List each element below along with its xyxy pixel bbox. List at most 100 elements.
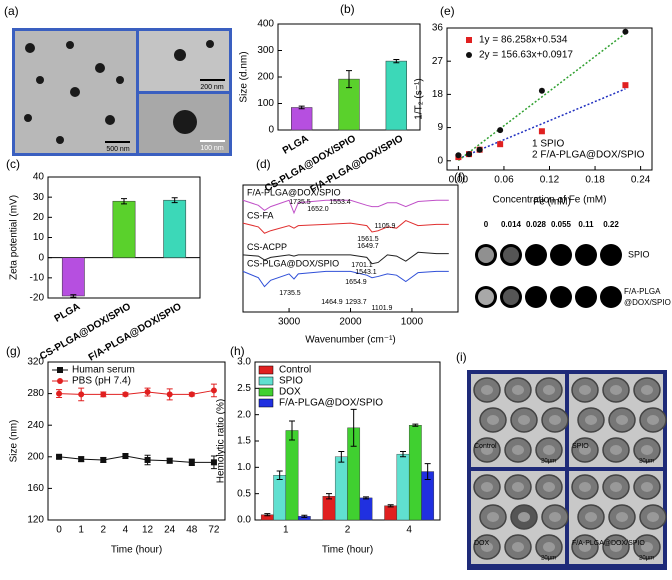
- y-tick-label: 280: [27, 388, 44, 399]
- legend-label: DOX: [279, 387, 301, 398]
- y-tick-label: 0.0: [237, 515, 251, 526]
- legend-label: SPIO: [279, 376, 303, 387]
- y-tick-label: 0: [38, 252, 44, 263]
- nanoparticle: [105, 115, 115, 125]
- legend-swatch: [258, 398, 274, 408]
- cell-center: [518, 512, 530, 522]
- concentration: 0.028: [526, 220, 547, 229]
- fit-line: [457, 32, 626, 162]
- scale-label: 100 nm: [200, 145, 224, 152]
- bar: [396, 453, 410, 521]
- bar: [285, 430, 299, 521]
- concentration: 0.11: [578, 220, 594, 229]
- y-tick-label: 300: [257, 45, 274, 56]
- bar: [273, 475, 287, 521]
- error-bar: [264, 513, 271, 517]
- x-axis-label: Time (hour): [322, 545, 373, 556]
- micro-label: Control: [474, 443, 497, 450]
- row-label: @DOX/SPIO: [624, 298, 671, 307]
- cell-center: [610, 482, 622, 492]
- cell-center: [512, 385, 524, 395]
- y-tick-label: 200: [27, 451, 44, 462]
- x-tick-label: 1: [78, 525, 84, 536]
- y-axis-label: Hemolytic ratio (%): [216, 399, 227, 483]
- x-tick-label: 0.24: [631, 175, 651, 186]
- concentration: 0.014: [501, 220, 522, 229]
- spectrum: [242, 251, 449, 265]
- marker: [78, 456, 85, 463]
- bar: [61, 257, 85, 297]
- cell-center: [647, 415, 659, 425]
- mri-well: [525, 286, 547, 308]
- cell-center: [616, 512, 628, 522]
- bar: [385, 60, 407, 131]
- legend-label: 1y = 86.258x+0.534: [479, 35, 568, 46]
- marker: [166, 457, 173, 464]
- annotation: 1654.9: [345, 279, 367, 286]
- marker: [622, 28, 629, 35]
- concentration: 0: [484, 220, 489, 229]
- marker: [78, 391, 85, 398]
- bar: [408, 425, 422, 521]
- legend-label: Control: [279, 365, 311, 376]
- annotation: 1701.1: [351, 262, 373, 269]
- x-tick-label: CS-PLGA@DOX/SPIO: [38, 301, 133, 362]
- error-bar: [424, 463, 431, 480]
- mri-well: [525, 244, 547, 266]
- annotation: 1649.7: [357, 243, 379, 250]
- bar: [359, 497, 373, 521]
- spectrum: [242, 219, 449, 234]
- x-tick-label: PLGA: [281, 133, 311, 156]
- x-tick-label: 24: [164, 525, 176, 536]
- micro-scale: 20μm: [639, 459, 654, 465]
- cell-center: [512, 482, 524, 492]
- series-label: CS-PLGA@DOX/SPIO: [247, 259, 339, 269]
- y-tick-label: 0.5: [237, 488, 251, 499]
- nanoparticle: [36, 76, 44, 84]
- y-tick-label: 20: [33, 212, 45, 223]
- marker: [122, 391, 129, 398]
- marker: [100, 391, 107, 398]
- x-tick-label: 3000: [278, 317, 301, 328]
- marker: [466, 151, 473, 158]
- bar: [334, 456, 348, 521]
- annotation: 1561.5: [357, 236, 379, 243]
- y-tick-label: 9: [437, 122, 443, 133]
- micro-scale: 20μm: [541, 459, 556, 465]
- y-tick-label: 100: [257, 98, 274, 109]
- x-tick-label: 72: [208, 525, 220, 536]
- mri-well: [550, 286, 572, 308]
- marker: [57, 367, 63, 373]
- legend-swatch: [258, 376, 274, 386]
- y-tick-label: 3.0: [237, 357, 251, 368]
- marker: [188, 459, 195, 466]
- marker: [122, 453, 129, 460]
- error-bar: [298, 105, 305, 110]
- cell-center: [549, 512, 561, 522]
- cell-center: [641, 445, 653, 455]
- panel-label: (b): [340, 2, 355, 16]
- marker: [497, 141, 504, 148]
- marker: [57, 378, 63, 384]
- y-tick-label: 18: [432, 89, 444, 100]
- cell-center: [585, 415, 597, 425]
- cell-center: [585, 512, 597, 522]
- marker: [476, 146, 483, 153]
- nanoparticle: [25, 43, 35, 53]
- series-label: F/A-PLGA@DOX/SPIO: [247, 188, 341, 198]
- bar: [322, 496, 336, 521]
- x-axis-label: Wavenumber (cm⁻¹): [305, 335, 395, 346]
- error-bar: [346, 70, 352, 89]
- x-tick-label: PLGA: [53, 301, 83, 324]
- cell-center: [579, 445, 591, 455]
- cell-center: [481, 385, 493, 395]
- bar: [112, 200, 136, 258]
- spectrum: [242, 199, 449, 215]
- row-label: SPIO: [628, 249, 650, 259]
- x-tick-label: 0.12: [540, 175, 560, 186]
- mri-well: [600, 244, 622, 266]
- cell-center: [543, 542, 555, 552]
- x-tick-label: F/A-PLGA@DOX/SPIO: [87, 301, 184, 363]
- error-bar: [412, 423, 419, 427]
- x-tick-label: 0: [56, 525, 62, 536]
